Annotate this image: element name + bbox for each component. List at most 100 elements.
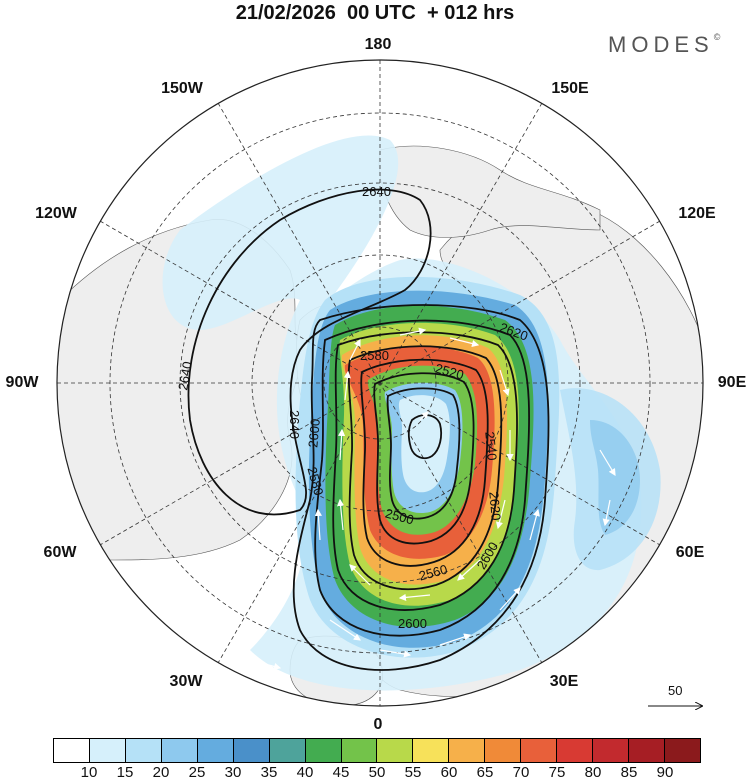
colorbar-swatch [125, 739, 162, 762]
contour-label: 2580 [305, 465, 327, 497]
contour-2620 [292, 304, 550, 671]
colorbar-tick-label: 10 [80, 764, 98, 781]
contour-2560 [347, 345, 503, 591]
contour-2520 [373, 372, 475, 545]
wind-arrow [249, 659, 282, 670]
colorbar-tick-label: 75 [548, 764, 566, 781]
wind-band-east-arm-inner [590, 420, 640, 535]
colorbar-swatch [521, 739, 558, 762]
contour-inner-low [407, 414, 443, 460]
colorbar-tick-label: 60 [440, 764, 458, 781]
lon-label-180: 180 [364, 36, 392, 53]
colorbar-tick-label: 80 [584, 764, 602, 781]
wind-arrow [337, 498, 345, 531]
wind-arrow [338, 428, 346, 461]
colorbar-tick-label: 55 [404, 764, 422, 781]
contour-2540 [360, 358, 489, 567]
colorbar-swatch [197, 739, 234, 762]
contour-label: 2560 [417, 562, 449, 584]
colorbar-swatch [664, 739, 700, 762]
wind-arrow [329, 619, 361, 641]
colorbar-tick-label: 40 [296, 764, 314, 781]
lon-label-150e: 150E [551, 80, 589, 97]
meridian-60w-120e [99, 220, 661, 546]
contour-label: 2640 [175, 360, 195, 391]
colorbar-swatch [413, 739, 450, 762]
colorbar-swatch [557, 739, 594, 762]
colorbar-swatch [54, 739, 90, 762]
land-siberia-coast [378, 145, 601, 238]
wind-arrow [398, 593, 431, 601]
wind-arrow [314, 508, 322, 541]
map-border [56, 59, 704, 707]
colorbar-swatch [629, 739, 665, 762]
lon-label-120w: 120W [35, 205, 77, 222]
lon-label-60e: 60E [675, 544, 705, 561]
brand-name: MODES [608, 32, 714, 57]
lon-label-90e: 90E [717, 374, 747, 391]
colorbar-tick-label: 25 [188, 764, 206, 781]
contour-label: 2520 [434, 361, 466, 383]
contour-label: 2600 [305, 418, 322, 448]
colorbar-swatch [233, 739, 270, 762]
contour-2640-outer [187, 188, 432, 516]
lat-circle-2 [179, 182, 581, 584]
contour-label: 2500 [384, 506, 416, 528]
lon-label-150w: 150W [161, 80, 203, 97]
colorbar-tick-label: 65 [476, 764, 494, 781]
colorbar-ticks: 10 15 20 25 30 35 40 45 50 55 60 65 70 75 80 85 90 [53, 764, 701, 782]
lon-label-60w: 60W [43, 544, 77, 561]
brand-logo: MODES© [608, 32, 720, 58]
height-contours [187, 188, 550, 671]
contour-label: 2540 [482, 431, 499, 461]
wind-arrows [249, 327, 616, 670]
wind-arrow [439, 633, 472, 646]
chart-title: 21/02/2026 00 UTC + 012 hrs [235, 2, 515, 24]
contour-label: 2640 [287, 410, 302, 439]
lon-label-120e: 120E [678, 205, 716, 222]
wind-arrow [457, 559, 481, 581]
map-content: 2640 2640 2640 2620 2580 2520 2540 2600 … [57, 60, 703, 706]
wind-arrow [349, 338, 361, 361]
colorbar-tick-label: 35 [260, 764, 278, 781]
colorbar-swatch [305, 739, 342, 762]
colorbar-tick-label: 90 [656, 764, 674, 781]
wind-arrow [499, 587, 521, 611]
colorbar-swatch [485, 739, 522, 762]
colorbar-swatch [341, 739, 378, 762]
contour-2580 [332, 331, 518, 611]
colorbar-tick-label: 15 [116, 764, 134, 781]
copyright-mark: © [713, 32, 721, 42]
wind-arrow [379, 649, 412, 658]
wind-arrow [399, 327, 427, 336]
colorbar-swatch [593, 739, 629, 762]
contour-2500 [386, 387, 461, 520]
contour-2600 [314, 319, 530, 637]
colorbar-swatch [89, 739, 126, 762]
colorbar [53, 738, 701, 763]
colorbar-swatch [449, 739, 486, 762]
reference-vector-value: 50 [668, 683, 683, 698]
wind-arrow [449, 337, 480, 348]
contour-label: 2640 [362, 184, 391, 199]
wind-arrow [529, 508, 540, 541]
colorbar-tick-label: 20 [152, 764, 170, 781]
wind-arrow [343, 370, 351, 401]
lon-label-0: 0 [373, 716, 383, 733]
contour-label: 2580 [360, 348, 389, 363]
lon-label-30w: 30W [169, 673, 203, 690]
wind-arrow [495, 499, 506, 530]
colorbar-tick-label: 85 [620, 764, 638, 781]
lon-label-90w: 90W [5, 374, 39, 391]
lon-label-30e: 30E [549, 673, 579, 690]
wind-arrow [599, 449, 616, 477]
colorbar-tick-label: 30 [224, 764, 242, 781]
wind-arrow [349, 564, 371, 586]
contour-label: 2600 [398, 616, 427, 631]
wind-speed-shading [162, 135, 661, 691]
wind-arrow [602, 499, 611, 527]
colorbar-tick-label: 70 [512, 764, 530, 781]
colorbar-tick-label: 45 [332, 764, 350, 781]
colorbar-tick-label: 50 [368, 764, 386, 781]
